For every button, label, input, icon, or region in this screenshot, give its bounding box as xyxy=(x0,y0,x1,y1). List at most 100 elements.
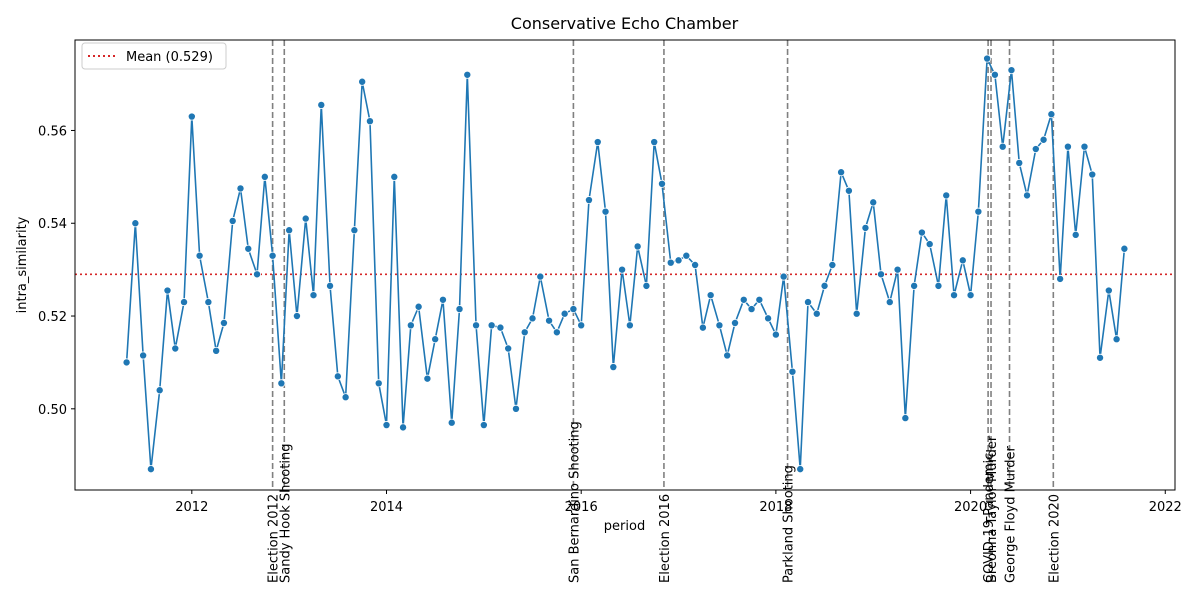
data-point xyxy=(715,321,724,330)
data-point xyxy=(731,318,740,327)
data-point xyxy=(504,344,513,353)
data-point xyxy=(195,251,204,260)
data-point xyxy=(358,77,367,86)
data-point xyxy=(326,281,335,290)
data-point xyxy=(682,251,691,260)
data-point xyxy=(877,270,886,279)
data-point xyxy=(309,291,318,300)
data-point xyxy=(657,179,666,188)
data-point xyxy=(447,418,456,427)
data-point xyxy=(511,404,520,413)
data-point xyxy=(146,465,155,474)
data-point xyxy=(545,316,554,325)
data-point xyxy=(244,244,253,253)
data-point xyxy=(301,214,310,223)
data-point xyxy=(520,328,529,337)
data-point xyxy=(1031,145,1040,154)
series-group xyxy=(122,54,1129,474)
data-point xyxy=(1047,110,1056,119)
data-point xyxy=(463,70,472,79)
data-point xyxy=(406,321,415,330)
data-point xyxy=(584,196,593,205)
data-point xyxy=(268,251,277,260)
y-tick-label: 0.56 xyxy=(38,124,67,139)
y-tick-label: 0.52 xyxy=(38,310,67,325)
data-point xyxy=(317,100,326,109)
data-point xyxy=(593,138,602,147)
data-point xyxy=(958,256,967,265)
data-point xyxy=(560,309,569,318)
data-point xyxy=(204,298,213,307)
event-label: COVID-19 Pandemic xyxy=(982,453,997,583)
data-point xyxy=(723,351,732,360)
data-point xyxy=(852,309,861,318)
data-point xyxy=(674,256,683,265)
data-point xyxy=(236,184,245,193)
data-point xyxy=(285,226,294,235)
data-point xyxy=(983,54,992,63)
data-point xyxy=(1015,158,1024,167)
data-point xyxy=(423,374,432,383)
data-point xyxy=(180,298,189,307)
data-point xyxy=(122,358,131,367)
data-point xyxy=(812,309,821,318)
data-point xyxy=(633,242,642,251)
data-point xyxy=(974,207,983,216)
event-label: Election 2012 xyxy=(267,494,282,583)
data-point xyxy=(804,298,813,307)
data-point xyxy=(479,421,488,430)
data-point xyxy=(885,298,894,307)
data-point xyxy=(1096,353,1105,362)
data-point xyxy=(528,314,537,323)
data-point xyxy=(666,258,675,267)
data-point xyxy=(779,272,788,281)
data-point xyxy=(925,240,934,249)
x-axis-label: period xyxy=(604,519,645,534)
data-point xyxy=(472,321,481,330)
data-point xyxy=(910,281,919,290)
event-label: Election 2020 xyxy=(1047,494,1062,583)
legend-mean-label: Mean (0.529) xyxy=(126,50,213,65)
x-tick-label: 2014 xyxy=(370,500,403,515)
event-label: Election 2016 xyxy=(658,494,673,583)
data-point xyxy=(569,305,578,314)
data-point xyxy=(277,379,286,388)
data-point xyxy=(609,363,618,372)
data-point xyxy=(228,216,237,225)
event-label: Breonna Taylor Murder xyxy=(985,435,1000,583)
event-label: Parkland Shooting xyxy=(782,465,797,583)
data-point xyxy=(755,295,764,304)
data-point xyxy=(374,379,383,388)
data-point xyxy=(861,223,870,232)
x-tick-label: 2022 xyxy=(1149,500,1182,515)
data-point xyxy=(618,265,627,274)
x-tick-label: 2012 xyxy=(175,500,208,515)
data-point xyxy=(966,291,975,300)
data-point xyxy=(771,330,780,339)
data-point xyxy=(796,465,805,474)
data-point xyxy=(788,367,797,376)
data-point xyxy=(764,314,773,323)
data-point xyxy=(901,414,910,423)
data-point xyxy=(706,291,715,300)
data-point xyxy=(837,168,846,177)
data-point xyxy=(1007,66,1016,75)
data-point xyxy=(139,351,148,360)
data-point xyxy=(950,291,959,300)
data-point xyxy=(869,198,878,207)
data-point xyxy=(917,228,926,237)
data-point xyxy=(171,344,180,353)
data-point xyxy=(1039,135,1048,144)
data-point xyxy=(155,386,164,395)
data-point xyxy=(1080,142,1089,151)
data-point xyxy=(253,270,262,279)
data-point xyxy=(691,260,700,269)
y-tick-label: 0.50 xyxy=(38,403,67,418)
x-tick-label: 2020 xyxy=(954,500,987,515)
data-point xyxy=(382,421,391,430)
event-label: San Bernardino Shooting xyxy=(567,421,582,583)
legend: Mean (0.529) xyxy=(81,42,227,70)
data-point xyxy=(998,142,1007,151)
data-point xyxy=(455,305,464,314)
